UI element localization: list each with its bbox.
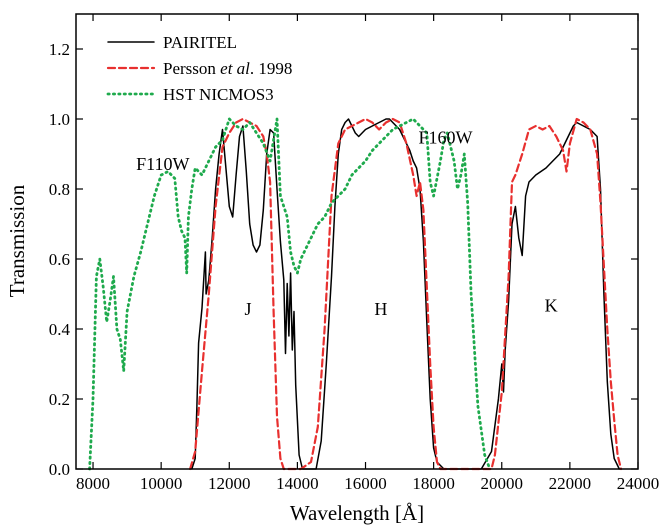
x-tick-label: 20000 [481,474,524,493]
y-tick-label: 0.4 [49,320,71,339]
pairitel-series [191,118,621,470]
legend-label: HST NICMOS3 [163,85,274,104]
band-label: F160W [419,128,473,148]
y-tick-label: 1.0 [49,110,70,129]
x-tick-label: 18000 [412,474,455,493]
x-tick-label: 14000 [276,474,319,493]
y-tick-label: 1.2 [49,40,70,59]
x-tick-label: 10000 [140,474,183,493]
persson-series [189,117,623,471]
x-axis-label: Wavelength [Å] [290,501,424,525]
y-tick-label: 0.2 [49,390,70,409]
nicmos-series [88,117,492,471]
y-axis-label: Transmission [5,184,29,297]
x-tick-label: 22000 [549,474,592,493]
x-tick-label: 24000 [617,474,660,493]
y-tick-label: 0.8 [49,180,70,199]
band-label: F110W [136,154,189,174]
plot-frame [75,13,639,470]
x-tick-label: 8000 [76,474,110,493]
legend-label: PAIRITEL [163,33,237,52]
x-tick-label: 16000 [344,474,387,493]
y-tick-label: 0.6 [49,250,70,269]
legend: PAIRITEL Persson et al. 1998 HST NICMOS3 [106,33,292,104]
legend-label: Persson et al. 1998 [163,59,292,78]
axes-layer: 8000 10000 12000 14000 16000 18000 20000 22000 2… [49,14,660,493]
band-label: K [545,296,558,316]
band-label: H [374,299,387,319]
series-layer [88,117,623,471]
band-label: J [244,299,251,319]
y-tick-label: 0.0 [49,460,70,479]
x-tick-label: 12000 [208,474,251,493]
annotation-layer: F110W J H F160W K [136,128,557,320]
